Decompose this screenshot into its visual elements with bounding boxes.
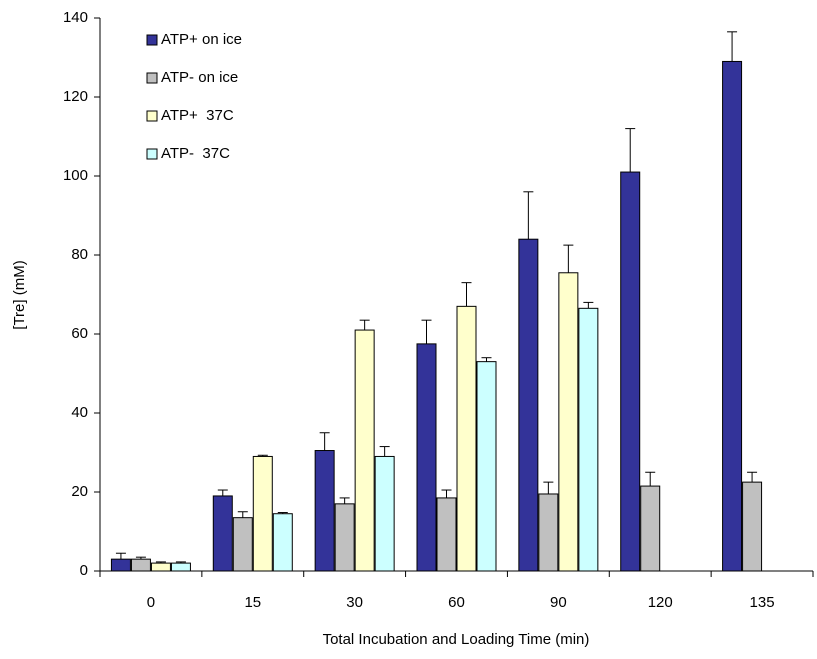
x-tick-label: 120	[648, 594, 673, 611]
bar	[252, 455, 273, 572]
bar	[578, 307, 599, 572]
bar	[374, 455, 395, 572]
y-tick-label: 140	[63, 9, 88, 26]
bar	[456, 305, 477, 572]
legend-label: ATP- 37C	[161, 145, 230, 162]
bar	[334, 503, 355, 572]
bar	[640, 485, 661, 572]
bar	[518, 238, 539, 572]
x-axis-title: Total Incubation and Loading Time (min)	[323, 631, 590, 648]
x-tick-label: 60	[448, 594, 465, 611]
bar	[232, 517, 253, 572]
bar	[354, 329, 375, 572]
x-tick-label: 30	[346, 594, 363, 611]
bar	[722, 60, 743, 572]
bar	[170, 562, 191, 572]
legend-swatch	[146, 148, 158, 160]
x-tick-label: 15	[244, 594, 261, 611]
y-tick-label: 100	[63, 167, 88, 184]
x-tick-label: 0	[147, 594, 155, 611]
bar	[150, 562, 171, 572]
bar	[742, 481, 763, 572]
legend-label: ATP+ on ice	[161, 31, 242, 48]
bar	[476, 361, 497, 572]
bar	[538, 493, 559, 572]
bar	[272, 513, 293, 572]
legend-swatch	[146, 110, 158, 122]
y-tick-label: 120	[63, 88, 88, 105]
x-tick-label: 90	[550, 594, 567, 611]
bar	[212, 495, 233, 572]
y-tick-label: 20	[71, 483, 88, 500]
bar	[416, 343, 437, 572]
y-tick-label: 80	[71, 246, 88, 263]
y-axis-title: [Tre] (mM)	[11, 260, 28, 329]
y-tick-label: 0	[80, 562, 88, 579]
bar	[620, 171, 641, 572]
y-tick-label: 40	[71, 404, 88, 421]
legend-swatch	[146, 72, 158, 84]
y-tick-label: 60	[71, 325, 88, 342]
bar	[314, 450, 335, 572]
bar	[130, 558, 151, 572]
legend-swatch	[146, 34, 158, 46]
bar	[558, 272, 579, 572]
x-tick-label: 135	[750, 594, 775, 611]
legend-label: ATP- on ice	[161, 69, 238, 86]
bar	[436, 497, 457, 572]
bar	[110, 558, 131, 572]
legend-label: ATP+ 37C	[161, 107, 234, 124]
